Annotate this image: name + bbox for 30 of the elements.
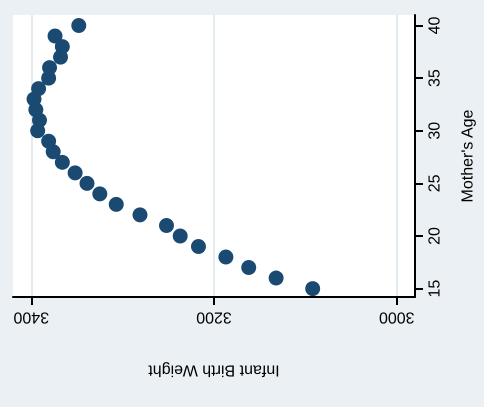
point [108,196,124,212]
point [54,39,70,54]
point [71,18,86,34]
point [31,81,46,96]
point [159,218,174,233]
y-axis-title: Mother's Age [460,109,476,202]
point [190,238,206,254]
y-tick-label: 30 [426,122,444,140]
x-tick-label: 3000 [378,308,415,326]
point [42,60,58,76]
y-tick-label: 20 [426,226,444,245]
point [92,186,108,202]
point [241,260,256,276]
x-tick-label: 3400 [13,308,50,326]
x-axis-title: Infant Birth Weight [148,362,280,378]
y-tick-label: 35 [426,69,444,88]
y-tick-label: 25 [426,174,444,192]
point [48,28,63,44]
y-tick-label: 15 [426,280,444,298]
point [305,281,320,296]
point [80,176,95,191]
point [172,228,188,244]
point [268,270,284,286]
point [41,134,56,149]
y-tick-label: 40 [426,16,444,34]
x-tick-label: 3200 [196,308,232,326]
point [68,165,83,180]
point [218,250,234,265]
point [132,207,148,222]
point [54,154,70,170]
